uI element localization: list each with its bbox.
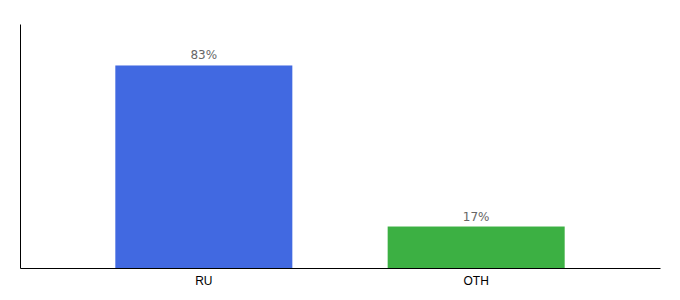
y-axis-line [20,25,21,269]
x-tick: OTH [463,268,488,288]
x-axis: RU OTH [21,268,661,288]
x-tick-label: RU [195,274,212,288]
x-tick: RU [195,268,212,288]
data-labels: 83% 17% [190,48,489,223]
bar [115,65,292,268]
bars [115,65,564,268]
y-axis [20,25,21,269]
x-axis-line [21,268,661,269]
data-label: 17% [463,210,490,224]
plot: 83% 17% RU OTH [21,25,661,288]
bar [388,227,565,268]
x-tick-label: OTH [463,274,488,288]
chart: 83% 17% RU OTH [0,0,680,300]
data-label: 83% [190,48,217,62]
